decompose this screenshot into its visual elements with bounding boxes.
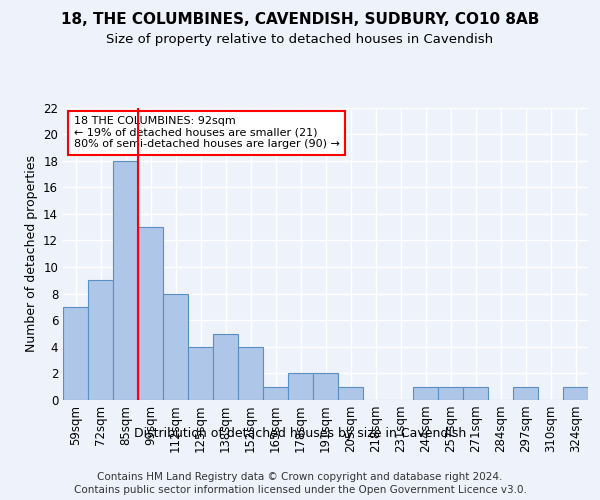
- Bar: [313, 374, 338, 400]
- Y-axis label: Number of detached properties: Number of detached properties: [25, 155, 38, 352]
- Bar: [263, 386, 288, 400]
- Text: Size of property relative to detached houses in Cavendish: Size of property relative to detached ho…: [106, 32, 494, 46]
- Bar: [413, 386, 438, 400]
- Bar: [113, 160, 138, 400]
- Bar: [88, 280, 113, 400]
- Text: Contains HM Land Registry data © Crown copyright and database right 2024.: Contains HM Land Registry data © Crown c…: [97, 472, 503, 482]
- Text: 18 THE COLUMBINES: 92sqm
← 19% of detached houses are smaller (21)
80% of semi-d: 18 THE COLUMBINES: 92sqm ← 19% of detach…: [74, 116, 340, 150]
- Bar: [63, 307, 88, 400]
- Text: 18, THE COLUMBINES, CAVENDISH, SUDBURY, CO10 8AB: 18, THE COLUMBINES, CAVENDISH, SUDBURY, …: [61, 12, 539, 28]
- Bar: [288, 374, 313, 400]
- Bar: [563, 386, 588, 400]
- Bar: [513, 386, 538, 400]
- Text: Contains public sector information licensed under the Open Government Licence v3: Contains public sector information licen…: [74, 485, 526, 495]
- Bar: [213, 334, 238, 400]
- Bar: [238, 347, 263, 400]
- Bar: [188, 347, 213, 400]
- Bar: [438, 386, 463, 400]
- Bar: [138, 227, 163, 400]
- Bar: [163, 294, 188, 400]
- Bar: [463, 386, 488, 400]
- Text: Distribution of detached houses by size in Cavendish: Distribution of detached houses by size …: [134, 428, 466, 440]
- Bar: [338, 386, 363, 400]
